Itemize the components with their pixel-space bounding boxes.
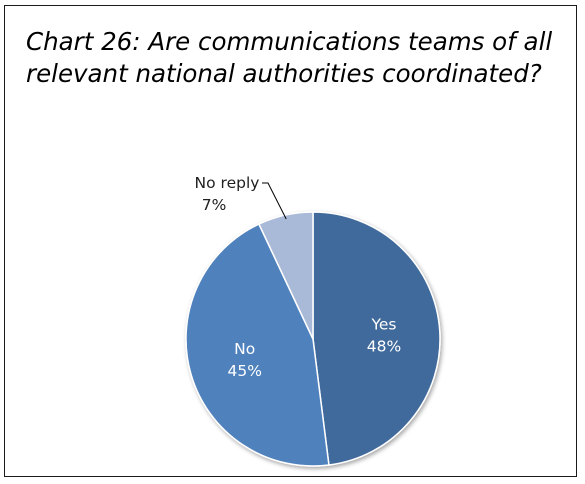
- slice-value-no-reply: 7%: [202, 196, 227, 214]
- slice-label-no-reply: No reply: [195, 174, 260, 192]
- leader-line-no-reply: [262, 182, 287, 220]
- pie-slice-yes: [312, 211, 441, 466]
- pie-slices: [185, 211, 441, 467]
- pie-slice-no: [185, 223, 330, 467]
- chart-title: Chart 26: Are communications teams of al…: [26, 27, 553, 88]
- slice-label-yes: Yes: [370, 316, 396, 334]
- pie-slice-no-reply: [258, 211, 314, 340]
- slice-labels: Yes 48% No 45% No reply 7%: [195, 174, 402, 380]
- slice-label-no: No: [234, 340, 255, 358]
- slice-value-no: 45%: [227, 362, 261, 380]
- slice-value-yes: 48%: [367, 338, 401, 356]
